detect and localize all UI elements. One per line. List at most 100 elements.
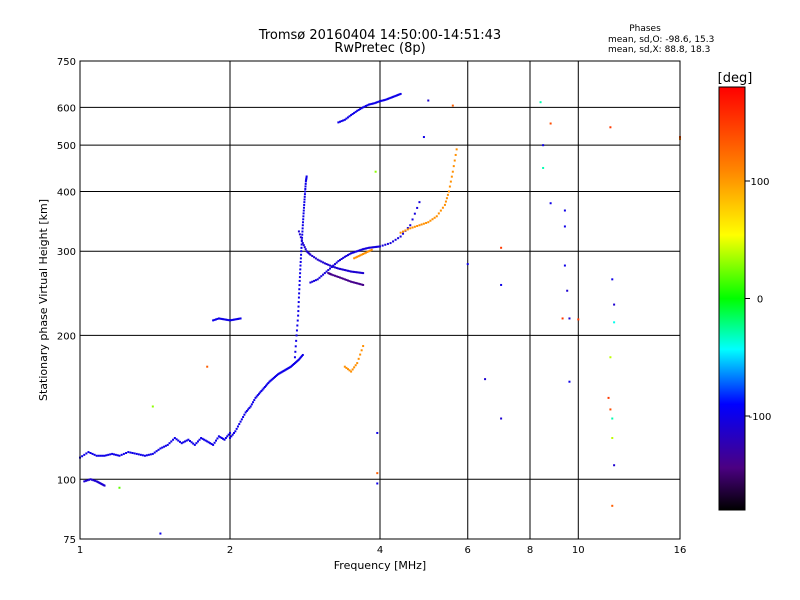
data-point (196, 440, 199, 443)
data-point (258, 392, 261, 395)
data-point (337, 267, 340, 270)
data-point (354, 256, 357, 259)
data-point (263, 385, 266, 388)
data-point (356, 109, 359, 112)
data-point (91, 452, 94, 455)
data-point (406, 227, 409, 230)
data-point (398, 93, 401, 96)
data-point (249, 405, 252, 408)
data-point (350, 252, 353, 255)
data-point (318, 259, 321, 262)
data-point (397, 237, 400, 240)
stats-heading: Phases (629, 24, 661, 34)
data-point (376, 431, 379, 434)
data-point (420, 223, 423, 226)
data-point (245, 409, 248, 412)
data-point (206, 365, 209, 368)
data-point (299, 356, 302, 359)
data-point (362, 106, 365, 109)
data-point (299, 236, 302, 239)
data-point (204, 439, 207, 442)
data-point (303, 203, 306, 206)
data-point (247, 408, 250, 411)
data-point (195, 442, 198, 445)
data-point (296, 319, 299, 322)
data-point (325, 263, 328, 266)
data-point (561, 317, 564, 320)
data-point (384, 98, 387, 101)
data-point (107, 453, 110, 456)
data-point (370, 246, 373, 249)
data-point (137, 453, 140, 456)
data-point (542, 144, 545, 147)
data-point (302, 209, 305, 212)
data-point (87, 451, 90, 454)
data-point (305, 177, 308, 180)
data-point (300, 253, 303, 256)
data-point (393, 95, 396, 98)
data-point (305, 179, 308, 182)
data-point (345, 254, 348, 257)
data-point (449, 180, 452, 183)
data-point (563, 225, 566, 228)
colorbar-ticks: 100 0 -100 (745, 177, 771, 423)
data-point (342, 277, 345, 280)
data-point (377, 245, 380, 248)
data-point (222, 318, 225, 321)
data-point (292, 363, 295, 366)
data-point (240, 418, 243, 421)
data-point (145, 454, 148, 457)
data-point (294, 345, 297, 348)
data-point (159, 532, 162, 535)
data-point (300, 355, 303, 358)
data-point (392, 95, 395, 98)
data-point (102, 484, 105, 487)
data-point (356, 271, 359, 274)
data-point (445, 197, 448, 200)
data-point (173, 436, 176, 439)
data-point (299, 272, 302, 275)
data-point (250, 403, 253, 406)
data-point (295, 329, 298, 332)
data-point (356, 362, 359, 365)
data-point (320, 275, 323, 278)
data-point (362, 345, 365, 348)
data-point (299, 257, 302, 260)
data-point (413, 225, 416, 228)
data-point (390, 96, 393, 99)
data-point (304, 190, 307, 193)
data-point (416, 225, 419, 228)
data-point (178, 440, 181, 443)
data-point (85, 452, 88, 455)
data-point (297, 310, 300, 313)
data-point (111, 452, 114, 455)
data-point (370, 248, 373, 251)
data-point (332, 265, 335, 268)
data-point (409, 227, 412, 230)
data-point (348, 115, 351, 118)
data-point (177, 439, 180, 442)
data-point (302, 212, 305, 215)
data-point (453, 159, 456, 162)
data-point (153, 451, 156, 454)
data-point (373, 102, 376, 105)
data-point (376, 101, 379, 104)
data-point (450, 175, 453, 178)
data-point (402, 232, 405, 235)
data-point (157, 448, 160, 451)
data-point (351, 113, 354, 116)
data-point (300, 243, 303, 246)
data-point (217, 435, 220, 438)
data-point (328, 264, 331, 267)
data-point (381, 99, 384, 102)
data-point (357, 282, 360, 285)
data-point (261, 388, 264, 391)
data-point (466, 263, 469, 266)
data-point (129, 451, 132, 454)
data-point (243, 413, 246, 416)
data-point (334, 274, 337, 277)
data-point (362, 283, 365, 286)
data-point (84, 479, 87, 482)
data-point (362, 253, 365, 256)
data-point (290, 364, 293, 367)
